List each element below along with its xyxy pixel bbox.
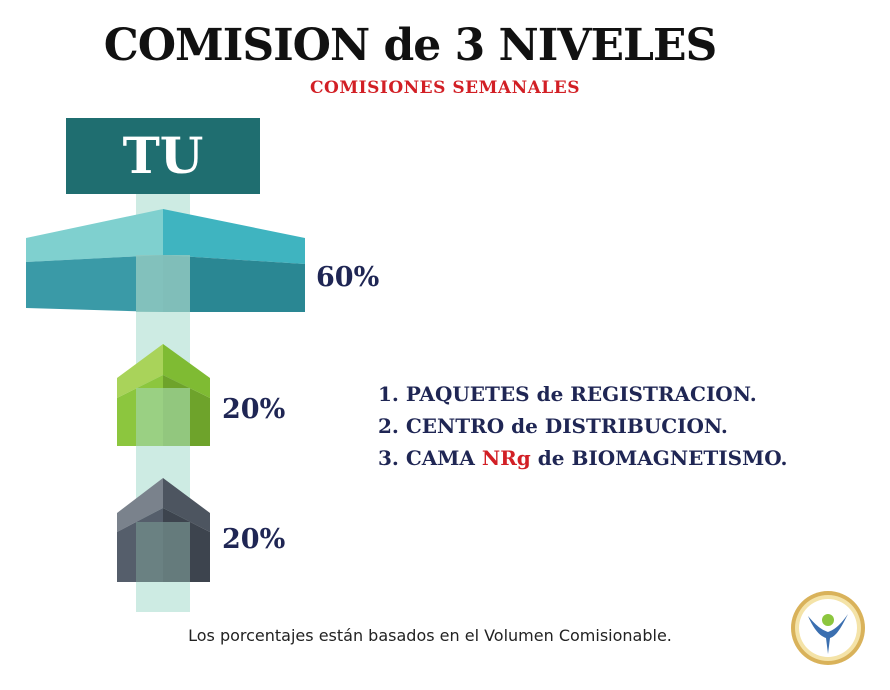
page-subtitle: COMISIONES SEMANALES — [310, 78, 580, 98]
list-item: 2. CENTRO de DISTRIBUCION. — [378, 414, 728, 438]
level-3-chevron — [117, 478, 210, 582]
list-item: 1. PAQUETES de REGISTRACION. — [378, 382, 757, 406]
commission-sources-list: 1. PAQUETES de REGISTRACION. 2. CENTRO d… — [378, 378, 787, 474]
level-3-percent: 20% — [222, 524, 286, 555]
level-2-chevron — [117, 344, 210, 446]
nrg-highlight: NRg — [481, 446, 531, 470]
level-1-percent: 60% — [316, 262, 380, 293]
list-item-prefix: 3. CAMA — [378, 446, 475, 470]
level-2-percent: 20% — [222, 394, 286, 425]
list-item: 3. CAMA NRg de BIOMAGNETISMO. — [378, 442, 787, 474]
level-1-chevron — [26, 209, 305, 312]
page-title: COMISION de 3 NIVELES — [103, 20, 718, 71]
you-box: TU — [66, 118, 260, 194]
list-item-suffix: de BIOMAGNETISMO. — [537, 446, 788, 470]
person-logo-icon — [791, 591, 865, 665]
footer-note: Los porcentajes están basados en el Volu… — [188, 626, 672, 645]
